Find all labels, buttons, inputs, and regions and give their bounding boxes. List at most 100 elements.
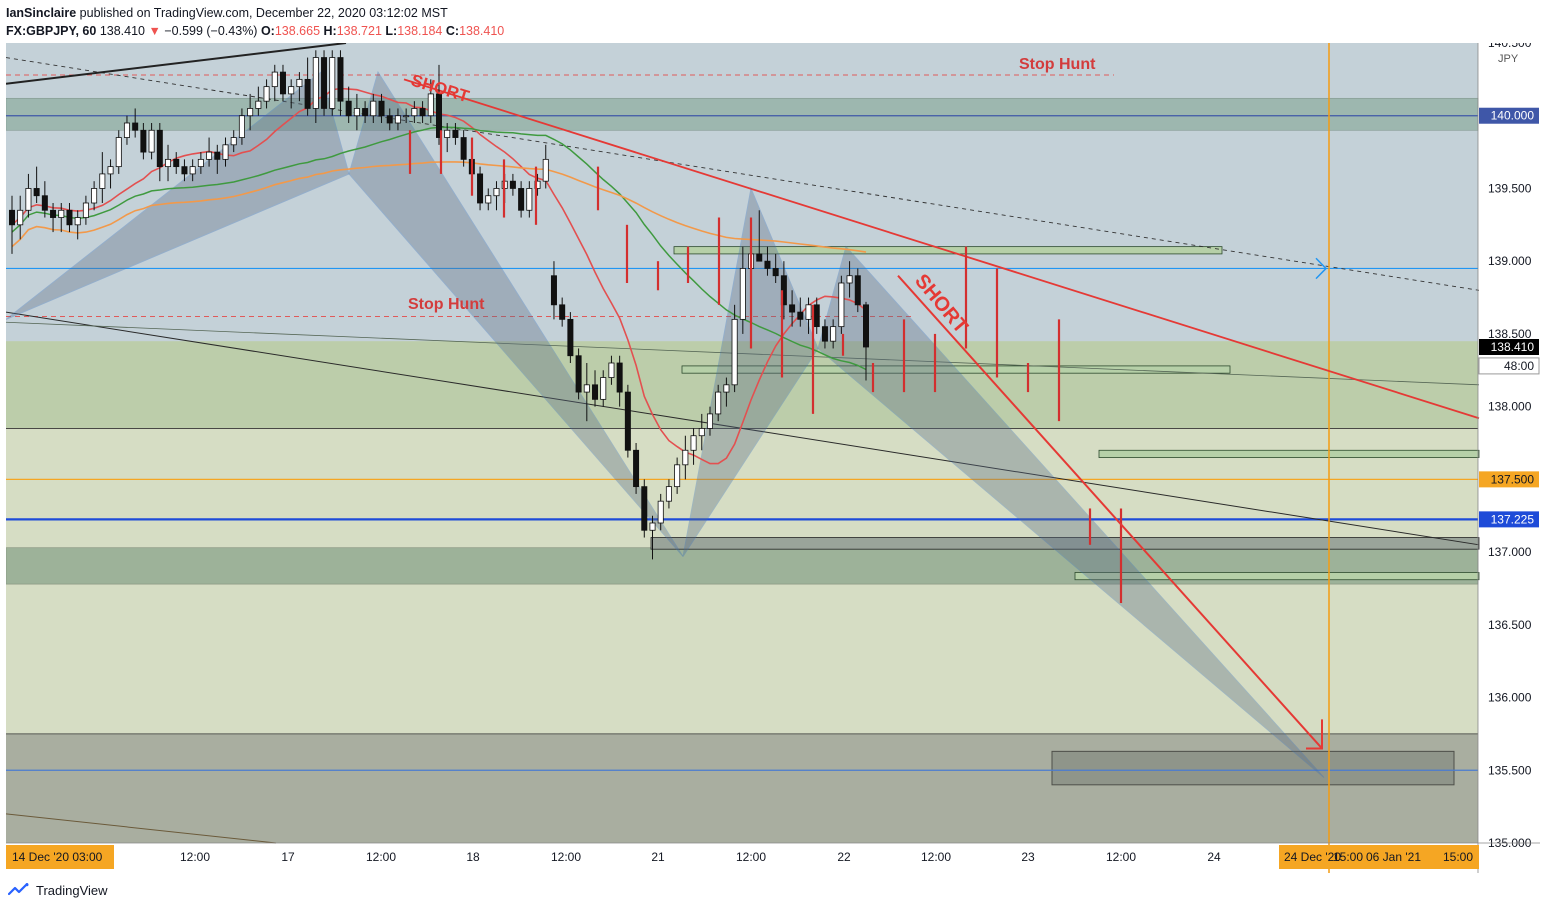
candle-body [690,435,697,451]
high-value: 138.721 [336,24,382,38]
zone-1382-box [681,365,1231,374]
price-tag-label: 137.225 [1491,512,1535,526]
time-tick-label: 12:00 [736,850,766,864]
time-tick-label: 18 [466,850,480,864]
candle-body [222,144,229,160]
candle-body [214,151,221,160]
time-tick-label: 14 Dec '20 03:00 [12,850,103,864]
candle-body [805,304,812,320]
candle-body [493,188,500,197]
candle-body [460,137,467,160]
change-value: −0.599 (−0.43%) [164,24,258,38]
price-tick-label: 139.500 [1488,181,1532,195]
candle-body [854,275,861,306]
upper-trendline [6,43,347,85]
ohlc-line: FX:GBPJPY, 60 138.410 ▼ −0.599 (−0.43%) … [6,22,504,40]
projection-layer [897,257,1328,750]
candle-body [715,391,722,415]
tradingview-logo[interactable]: TradingView [8,880,108,900]
price-tick-label: 136.500 [1488,618,1532,632]
candle-body [444,129,451,138]
candle-body [165,158,172,168]
open-label: O: [260,24,275,38]
candle-body [148,129,155,153]
candle-body [279,71,286,95]
candle-body [411,108,418,117]
bottom-trendline [6,813,277,844]
time-tag-box [1279,845,1479,869]
candle-body [419,108,426,117]
price-tick-label: 140.500 [1488,43,1532,50]
sma-orange-line [11,161,867,253]
time-tick-label: 12:00 [551,850,581,864]
candle-body [567,318,574,357]
candle-body [370,100,377,117]
pattern-xab-1 [6,71,350,320]
candle-body [123,122,130,138]
candle-body [132,122,139,131]
red-downtrend-line [403,78,1480,420]
candle-body [846,275,853,284]
candle-body [329,57,336,109]
candle-body [665,486,672,502]
candle-body [386,115,393,124]
candle-body [559,304,566,320]
short-projection-arrow [897,275,1323,750]
candle-body [698,428,705,437]
candle-body [583,384,590,393]
candle-body [206,151,213,160]
candle-body [485,195,492,204]
low-value: 138.184 [397,24,443,38]
candle-body [592,384,599,400]
time-tick-label: 24 Dec '20 [1284,850,1341,864]
price-tick-label: 139.000 [1488,254,1532,268]
time-tick-label: 12:00 [366,850,396,864]
price-tick-label: 137.000 [1488,545,1532,559]
price-tag-label: 138.410 [1491,340,1535,354]
candle-body [764,260,771,269]
candle-body [477,173,484,204]
candle-body [255,100,262,109]
candle-body [353,108,360,117]
candle-body [362,108,369,117]
candle-body [312,57,319,109]
candle-body [345,100,352,117]
time-tick-label: 23 [1021,850,1035,864]
time-tick-label: 21 [651,850,665,864]
candle-body [115,137,122,168]
candle-body [641,486,648,531]
axes-layer: 140.500 140.000 139.500 139.000 138.500 138.0… [6,43,1540,873]
time-tick-label: 22 [837,850,851,864]
candle-body [74,217,81,226]
bottom-grey-band [6,733,1478,843]
candle-body [17,209,24,226]
candle-body [271,71,278,88]
candle-body [41,195,48,211]
stop-hunt-label-mid: Stop Hunt [408,296,485,313]
candle-body [435,93,442,138]
zone-1377-box [1098,449,1480,458]
candle-body [821,326,828,342]
candle-body [99,173,106,189]
candle-body [838,282,845,328]
candle-body [526,188,533,211]
time-tick-label: 12:00 [180,850,210,864]
candle-body [107,166,114,175]
symbol-label[interactable]: FX:GBPJPY, 60 [6,24,97,38]
candle-body [772,268,779,277]
price-tick-label: 138.500 [1488,327,1532,341]
candle-body [378,100,385,117]
price-tag-box [1479,107,1539,124]
price-tag-box [1479,339,1539,355]
author-link[interactable]: IanSinclaire [6,6,77,20]
candle-body [542,158,549,182]
close-label: C: [445,24,460,38]
candle-body [427,93,434,117]
candle-body [66,209,73,226]
candle-body [756,253,763,262]
zone-1368-box [1074,572,1480,581]
time-tick-label: 12:00 [1106,850,1136,864]
publish-line: IanSinclaire published on TradingView.co… [6,4,504,22]
